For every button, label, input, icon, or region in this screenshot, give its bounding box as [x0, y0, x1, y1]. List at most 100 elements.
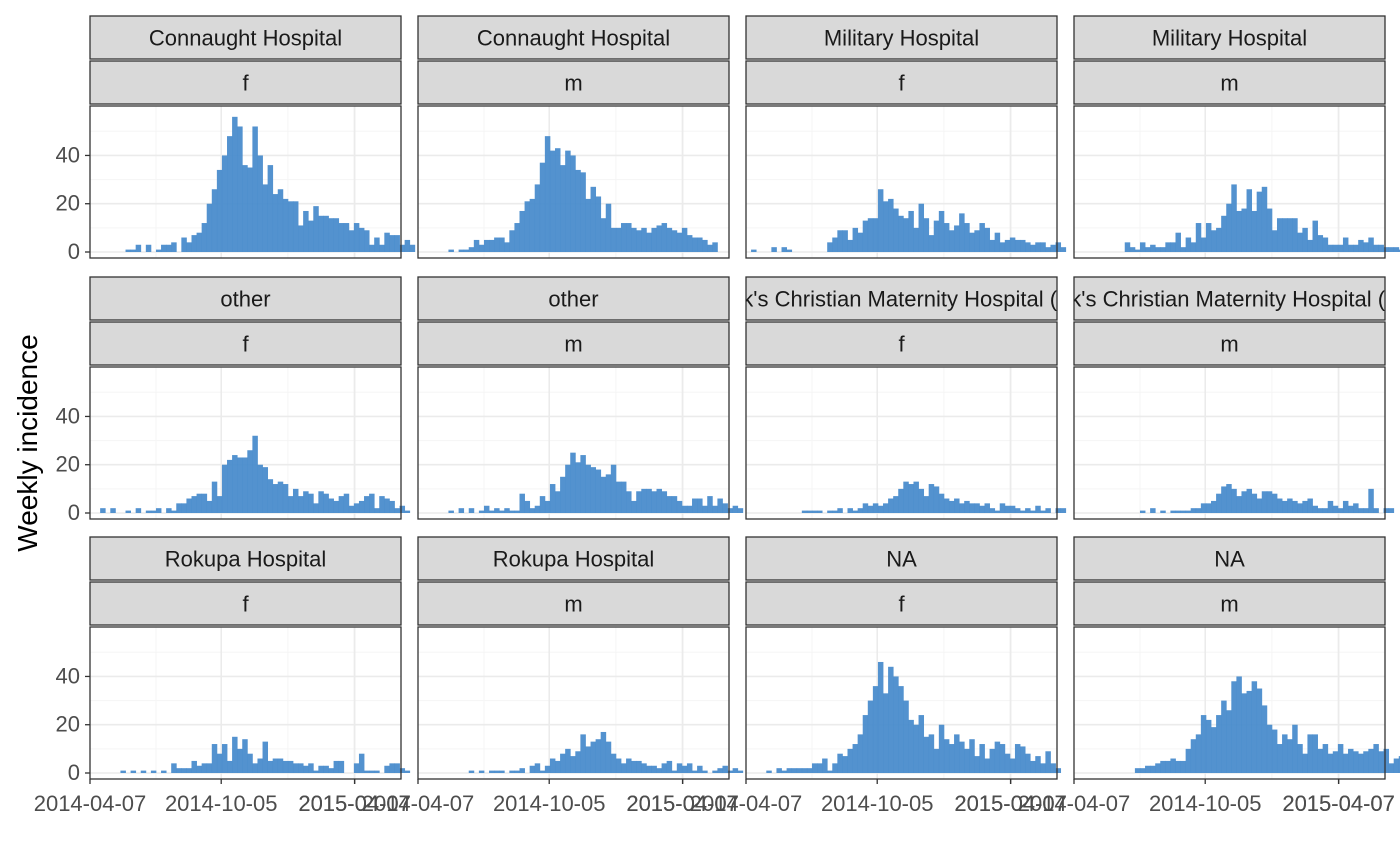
histogram-bar: [473, 239, 480, 252]
histogram-bar: [877, 505, 884, 513]
histogram-bar: [1332, 244, 1339, 252]
histogram-bar: [1055, 508, 1062, 513]
histogram-bar: [534, 184, 541, 252]
histogram-bar: [1014, 239, 1021, 252]
facet-label-hospital: NA: [886, 547, 917, 572]
histogram-bar: [181, 503, 187, 513]
histogram-bar: [984, 503, 990, 513]
x-tick-label: 2014-04-07: [362, 791, 475, 816]
histogram-bar: [984, 227, 990, 252]
histogram-bar: [186, 242, 192, 252]
histogram-bar: [686, 763, 693, 773]
histogram-bar: [282, 760, 289, 773]
histogram-bar: [374, 237, 380, 252]
histogram-bar: [262, 741, 269, 773]
histogram-bar: [1302, 753, 1308, 773]
histogram-bar: [811, 763, 818, 773]
histogram-bar: [318, 491, 324, 513]
histogram-bar: [1307, 734, 1313, 773]
histogram-bar: [666, 760, 673, 773]
facet-strip-gender: [89, 60, 402, 105]
histogram-bar: [196, 765, 203, 773]
histogram-bar: [389, 763, 395, 773]
histogram-bar: [908, 210, 914, 252]
histogram-bar: [348, 505, 355, 513]
histogram-bar: [1185, 237, 1192, 252]
histogram-bar: [478, 510, 485, 513]
histogram-bar: [676, 232, 683, 252]
y-tick-label: 0: [68, 500, 80, 525]
histogram-bar: [943, 739, 950, 773]
histogram-bar: [796, 768, 803, 773]
histogram-bar: [292, 763, 299, 773]
histogram-bar: [1312, 220, 1318, 252]
histogram-bar: [585, 746, 591, 773]
histogram-bar: [1004, 753, 1011, 773]
histogram-bar: [933, 220, 940, 252]
histogram-bar: [1009, 758, 1016, 773]
histogram-bar: [590, 741, 597, 773]
histogram-bar: [1004, 505, 1011, 513]
histogram-bar: [1368, 237, 1374, 252]
histogram-bar: [1145, 247, 1151, 252]
histogram-bar: [247, 753, 253, 773]
histogram-bar: [908, 484, 914, 513]
histogram-bar: [287, 201, 294, 252]
x-tick-label: 2015-04-07: [298, 791, 411, 816]
histogram-bar: [1030, 244, 1036, 252]
histogram-bar: [656, 488, 662, 513]
panel-connaught-hospital-f: Connaught Hospital f 0 20 40: [56, 15, 416, 264]
x-tick-label: 2015-04-07: [954, 791, 1067, 816]
x-tick-label: 2014-10-05: [493, 791, 606, 816]
x-tick-label: 2015-04-07: [1282, 791, 1395, 816]
histogram-bar: [1276, 744, 1283, 773]
histogram-bar: [1020, 510, 1026, 513]
histogram-bar: [328, 498, 334, 513]
histogram-bar: [379, 496, 385, 513]
histogram-bar: [918, 488, 925, 513]
histogram-bar: [1271, 729, 1278, 773]
facet-label-gender: m: [564, 332, 582, 357]
histogram-bar: [504, 508, 510, 513]
panel-border: [745, 366, 1058, 520]
histogram-bar: [1014, 508, 1021, 513]
histogram-bar: [801, 510, 808, 513]
histogram-bar: [463, 249, 470, 252]
histogram-bar: [549, 150, 556, 252]
facet-strip-hospital: [1073, 15, 1386, 60]
histogram-bar: [888, 498, 894, 513]
histogram-bar: [1363, 242, 1369, 252]
histogram-bar: [1322, 508, 1329, 513]
histogram-bar: [191, 496, 197, 513]
histogram-bar: [389, 500, 395, 513]
histogram-bar: [1150, 508, 1156, 513]
histogram-bar: [646, 765, 652, 773]
histogram-bar: [1251, 681, 1258, 773]
histogram-bar: [206, 203, 213, 252]
histogram-bar: [933, 486, 940, 513]
histogram-bar: [1246, 690, 1253, 773]
histogram-bar: [1014, 744, 1021, 773]
histogram-bar: [176, 503, 182, 513]
histogram-bar: [999, 744, 1006, 773]
histogram-bar: [791, 768, 798, 773]
histogram-bar: [384, 498, 390, 513]
histogram-bar: [216, 496, 223, 513]
histogram-bar: [1226, 203, 1232, 252]
histogram-bar: [135, 244, 142, 252]
histogram-bar: [1271, 493, 1278, 513]
histogram-bar: [1045, 508, 1051, 513]
histogram-bar: [100, 508, 106, 513]
histogram-bar: [979, 744, 985, 773]
panel-military-hospital-m: Military Hospital m: [1073, 15, 1400, 259]
histogram-bar: [1055, 768, 1062, 773]
histogram-bar: [615, 481, 622, 513]
histogram-bar: [1226, 484, 1232, 513]
histogram-bar: [534, 505, 541, 513]
histogram-bar: [686, 505, 693, 513]
histogram-bar: [328, 218, 334, 252]
histogram-bar: [984, 758, 990, 773]
panel-border: [1073, 366, 1386, 520]
facet-strip-gender: [745, 60, 1058, 105]
